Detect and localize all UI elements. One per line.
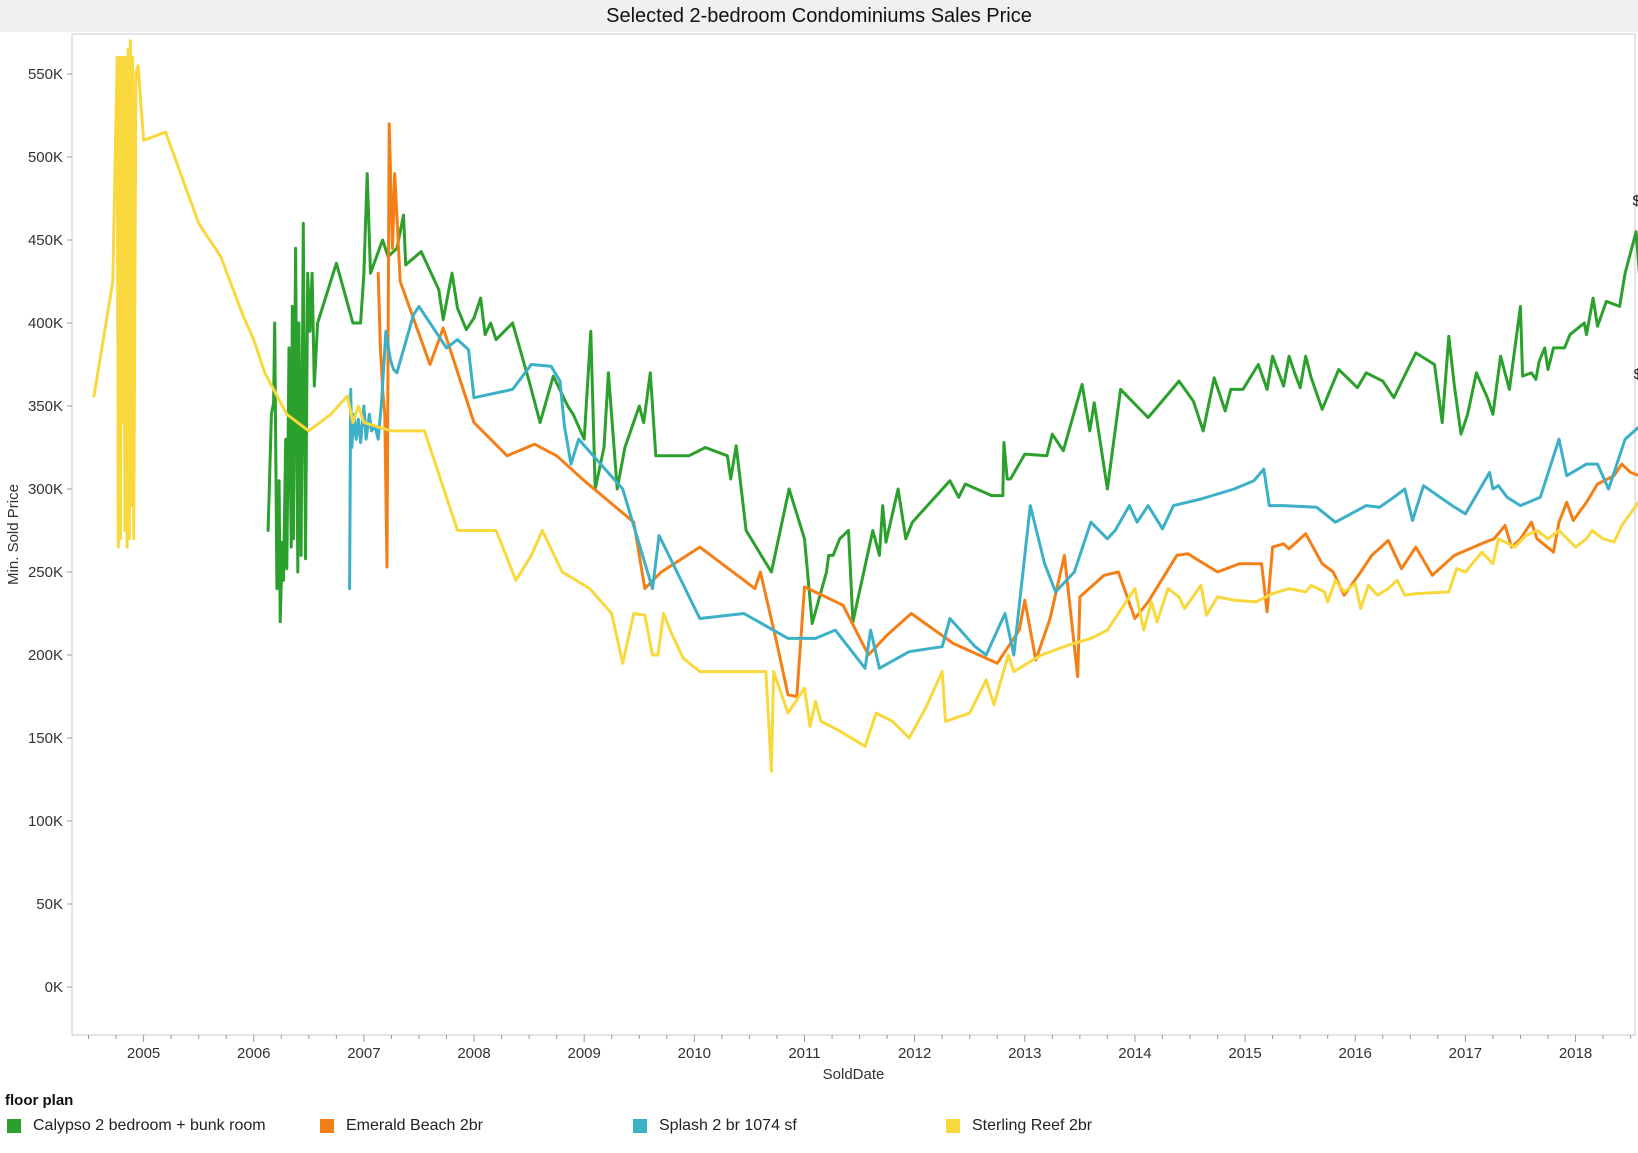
legend-item-sterling[interactable]: Sterling Reef 2br bbox=[946, 1116, 1092, 1136]
y-axis-label: Min. Sold Price bbox=[5, 484, 22, 585]
x-tick-label: 2018 bbox=[1559, 1045, 1592, 1062]
y-tick-label: 350K bbox=[28, 398, 63, 415]
y-tick-label: 150K bbox=[28, 730, 63, 747]
legend-title: floor plan bbox=[5, 1092, 74, 1109]
series-line-1 bbox=[376, 122, 1638, 698]
axes: 0K 50K 100K 150K 200K 250K 300K 350K 400K 450K 500… bbox=[28, 33, 1636, 1062]
plot-frame bbox=[71, 33, 1636, 1036]
x-tick-label: 2014 bbox=[1118, 1045, 1151, 1062]
x-tick-label: 2011 bbox=[788, 1045, 820, 1062]
y-tick-label: 0K bbox=[45, 979, 63, 996]
legend-swatch-sterling bbox=[946, 1119, 960, 1133]
data-label: $463,000 bbox=[1633, 192, 1638, 209]
legend-swatch-splash bbox=[633, 1119, 647, 1133]
y-tick-label: 500K bbox=[28, 149, 63, 166]
y-tick-label: 50K bbox=[36, 896, 63, 913]
x-tick-label: 2017 bbox=[1449, 1045, 1482, 1062]
x-tick-label: 2010 bbox=[678, 1045, 711, 1062]
y-tick-label: 450K bbox=[28, 232, 63, 249]
line-chart: 0K 50K 100K 150K 200K 250K 300K 350K 400K 450K 500… bbox=[5, 33, 1638, 1083]
y-tick-label: 550K bbox=[28, 66, 63, 83]
legend-label-sterling: Sterling Reef 2br bbox=[972, 1117, 1093, 1134]
y-tick-label: 300K bbox=[28, 481, 63, 498]
series-line-3 bbox=[92, 39, 1638, 773]
series-line-2 bbox=[348, 304, 1638, 670]
chart-title: Selected 2-bedroom Condominiums Sales Pr… bbox=[0, 0, 1638, 32]
legend-item-calypso[interactable]: Calypso 2 bedroom + bunk room bbox=[7, 1116, 266, 1136]
y-tick-label: 250K bbox=[28, 564, 63, 581]
x-axis-label: SoldDate bbox=[823, 1066, 885, 1083]
x-tick-label: 2006 bbox=[237, 1045, 270, 1062]
series-line-0 bbox=[266, 172, 1638, 625]
legend-label-splash: Splash 2 br 1074 sf bbox=[659, 1117, 797, 1134]
x-tick-label: 2016 bbox=[1339, 1045, 1372, 1062]
x-tick-label: 2012 bbox=[898, 1045, 931, 1062]
y-tick-label: 100K bbox=[28, 813, 63, 830]
x-tick-label: 2009 bbox=[568, 1045, 601, 1062]
legend-item-emerald[interactable]: Emerald Beach 2br bbox=[320, 1116, 483, 1136]
legend: floor plan Calypso 2 bedroom + bunk room… bbox=[5, 1092, 1625, 1148]
legend-label-emerald: Emerald Beach 2br bbox=[346, 1117, 483, 1134]
x-tick-label: 2005 bbox=[127, 1045, 160, 1062]
x-tick-label: 2008 bbox=[457, 1045, 490, 1062]
legend-item-splash[interactable]: Splash 2 br 1074 sf bbox=[633, 1116, 797, 1136]
y-tick-label: 200K bbox=[28, 647, 63, 664]
data-label: $359,000 bbox=[1634, 366, 1638, 383]
x-tick-label: 2007 bbox=[347, 1045, 380, 1062]
legend-label-calypso: Calypso 2 bedroom + bunk room bbox=[33, 1117, 266, 1134]
x-tick-label: 2015 bbox=[1228, 1045, 1261, 1062]
y-tick-label: 400K bbox=[28, 315, 63, 332]
legend-swatch-emerald bbox=[320, 1119, 334, 1133]
series-layer bbox=[92, 39, 1638, 773]
x-tick-label: 2013 bbox=[1008, 1045, 1041, 1062]
end-markers: $463,000$436,000$320,000$287,000$270,000… bbox=[1633, 192, 1638, 383]
legend-swatch-calypso bbox=[7, 1119, 21, 1133]
